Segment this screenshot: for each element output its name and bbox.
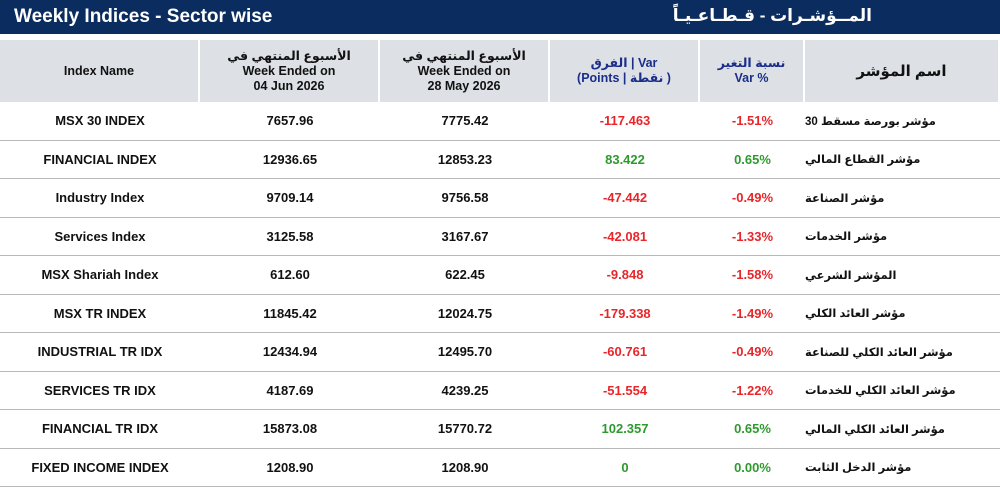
table-cell: 4239.25 — [441, 382, 489, 398]
table-cell: مؤشر العائد الكلي — [805, 308, 906, 321]
table-cell: -51.554 — [602, 382, 648, 398]
table-cell: المؤشر الشرعي — [805, 269, 897, 282]
table-cell: مؤشر العائد الكلي للخدمات — [805, 385, 956, 398]
header-text: الأسبوع المنتهي في — [402, 48, 526, 63]
header-cell: الأسبوع المنتهي في Week Ended on 28 May 20… — [380, 40, 550, 102]
table-cell: -1.49% — [731, 305, 774, 321]
table-header: Index Name الأسبوع المنتهي في Week Ended o… — [0, 40, 1000, 102]
table-cell: INDUSTRIAL TR IDX — [37, 344, 163, 360]
title-arabic: المــؤشـرات - قـطـاعـيـاً — [672, 6, 872, 25]
table-cell: 1208.90 — [441, 459, 489, 475]
header-text: الأسبوع المنتهي في — [227, 48, 351, 63]
table-cell: 7775.42 — [441, 113, 489, 129]
header-text: Week Ended on — [417, 63, 511, 78]
table-body: MSX 30 INDEX 7657.96 7775.42 -117.463 -1.51%… — [0, 102, 1000, 487]
table-cell: FIXED INCOME INDEX — [31, 459, 169, 475]
table-row: FINANCIAL INDEX 12936.65 12853.23 83.422 0.6… — [0, 141, 1000, 179]
table-cell: 11845.42 — [263, 305, 317, 321]
table-cell: 0.65% — [734, 151, 771, 167]
table-cell: 83.422 — [605, 151, 645, 167]
header-text: (Points | نقطة ) — [577, 71, 671, 85]
table-cell: -0.49% — [731, 190, 774, 206]
table-cell: MSX 30 INDEX — [55, 113, 145, 129]
header-text: Var % — [734, 71, 769, 85]
table-cell: -47.442 — [602, 190, 648, 206]
table-cell: 9756.58 — [441, 190, 489, 206]
table-cell: 0.65% — [734, 421, 771, 437]
table-cell: -117.463 — [599, 113, 651, 129]
table-cell: 7657.96 — [266, 113, 314, 129]
header-cell: Index Name — [0, 40, 200, 102]
table-row: MSX TR INDEX 11845.42 12024.75 -179.338 -1.4… — [0, 295, 1000, 333]
header-cell: نسبة التغير Var % — [700, 40, 805, 102]
table-cell: 4187.69 — [266, 382, 314, 398]
table-row: FIXED INCOME INDEX 1208.90 1208.90 0 0.00% مؤ… — [0, 449, 1000, 487]
table-cell: 102.357 — [601, 421, 649, 437]
table-row: SERVICES TR IDX 4187.69 4239.25 -51.554 -1.2… — [0, 372, 1000, 410]
table-cell: MSX TR INDEX — [53, 305, 147, 321]
header-cell: اسم المؤشر — [805, 40, 1000, 102]
table-cell: مؤشر الدخل الثابت — [805, 462, 912, 475]
table-cell: مؤشر الخدمات — [805, 231, 888, 244]
table-row: FINANCIAL TR IDX 15873.08 15770.72 102.357 0… — [0, 410, 1000, 449]
header-cell: الأسبوع المنتهي في Week Ended on 04 Jun 20… — [200, 40, 380, 102]
table-cell: 612.60 — [270, 267, 310, 283]
table-cell: FINANCIAL TR IDX — [41, 421, 159, 437]
table-cell: -1.22% — [731, 382, 774, 398]
header-text: Week Ended on — [242, 63, 336, 78]
table-cell: -1.51% — [731, 113, 774, 129]
table-cell: 0.00% — [734, 459, 771, 475]
table-cell: 12495.70 — [437, 344, 493, 360]
table-cell: 15770.72 — [437, 421, 493, 437]
table-cell: -9.848 — [606, 267, 644, 283]
table-cell: مؤشر العائد الكلي للصناعة — [805, 346, 953, 359]
header-cell: الفرق | Var (Points | نقطة ) — [550, 40, 700, 102]
table-cell: مؤشر الصناعة — [805, 192, 885, 205]
table-cell: مؤشر العائد الكلي المالي — [805, 423, 945, 436]
table-cell: -1.58% — [731, 267, 774, 283]
table-cell: 3125.58 — [266, 228, 314, 244]
table-cell: 9709.14 — [266, 190, 314, 206]
table-cell: FINANCIAL INDEX — [43, 151, 157, 167]
table-cell: MSX Shariah Index — [41, 267, 159, 283]
table-cell: -179.338 — [599, 305, 651, 321]
table-row: MSX 30 INDEX 7657.96 7775.42 -117.463 -1.51%… — [0, 102, 1000, 141]
table-cell: Industry Index — [55, 190, 145, 206]
table-cell: SERVICES TR IDX — [44, 382, 156, 398]
header-text: 28 May 2026 — [427, 78, 501, 93]
table-cell: مؤشر القطاع المالي — [805, 154, 921, 167]
table-cell: 15873.08 — [262, 421, 318, 437]
table-cell: 3167.67 — [441, 228, 489, 244]
header-text: نسبة التغير — [717, 56, 786, 70]
table-cell: 622.45 — [445, 267, 485, 283]
table-cell: -42.081 — [602, 228, 648, 244]
header-text: اسم المؤشر — [856, 62, 947, 80]
table-cell: 1208.90 — [266, 459, 314, 475]
header-text: Index Name — [63, 63, 135, 78]
table-cell: Services Index — [54, 228, 146, 244]
table-cell: مؤشر بورصة مسقط 30 — [805, 115, 936, 128]
table-cell: 12024.75 — [437, 305, 493, 321]
table-cell: 12936.65 — [262, 151, 318, 167]
table-cell: -1.33% — [731, 228, 774, 244]
header-text: 04 Jun 2026 — [253, 78, 325, 93]
header-text: الفرق | Var — [590, 56, 658, 70]
title: Weekly Indices - Sector wise — [14, 6, 273, 27]
table-row: Industry Index 9709.14 9756.58 -47.442 -0.49… — [0, 179, 1000, 218]
table-row: INDUSTRIAL TR IDX 12434.94 12495.70 -60.761… — [0, 333, 1000, 372]
table-cell: 12434.94 — [262, 344, 318, 360]
table-row: MSX Shariah Index 612.60 622.45 -9.848 -1.58… — [0, 256, 1000, 295]
table-cell: -0.49% — [731, 344, 774, 360]
table-cell: 12853.23 — [437, 151, 493, 167]
title-bar: Weekly Indices - Sector wise المــؤشـرات… — [0, 0, 1000, 34]
table-row: Services Index 3125.58 3167.67 -42.081 -1.33… — [0, 218, 1000, 256]
table-cell: 0 — [621, 459, 629, 475]
table-cell: -60.761 — [602, 344, 648, 360]
